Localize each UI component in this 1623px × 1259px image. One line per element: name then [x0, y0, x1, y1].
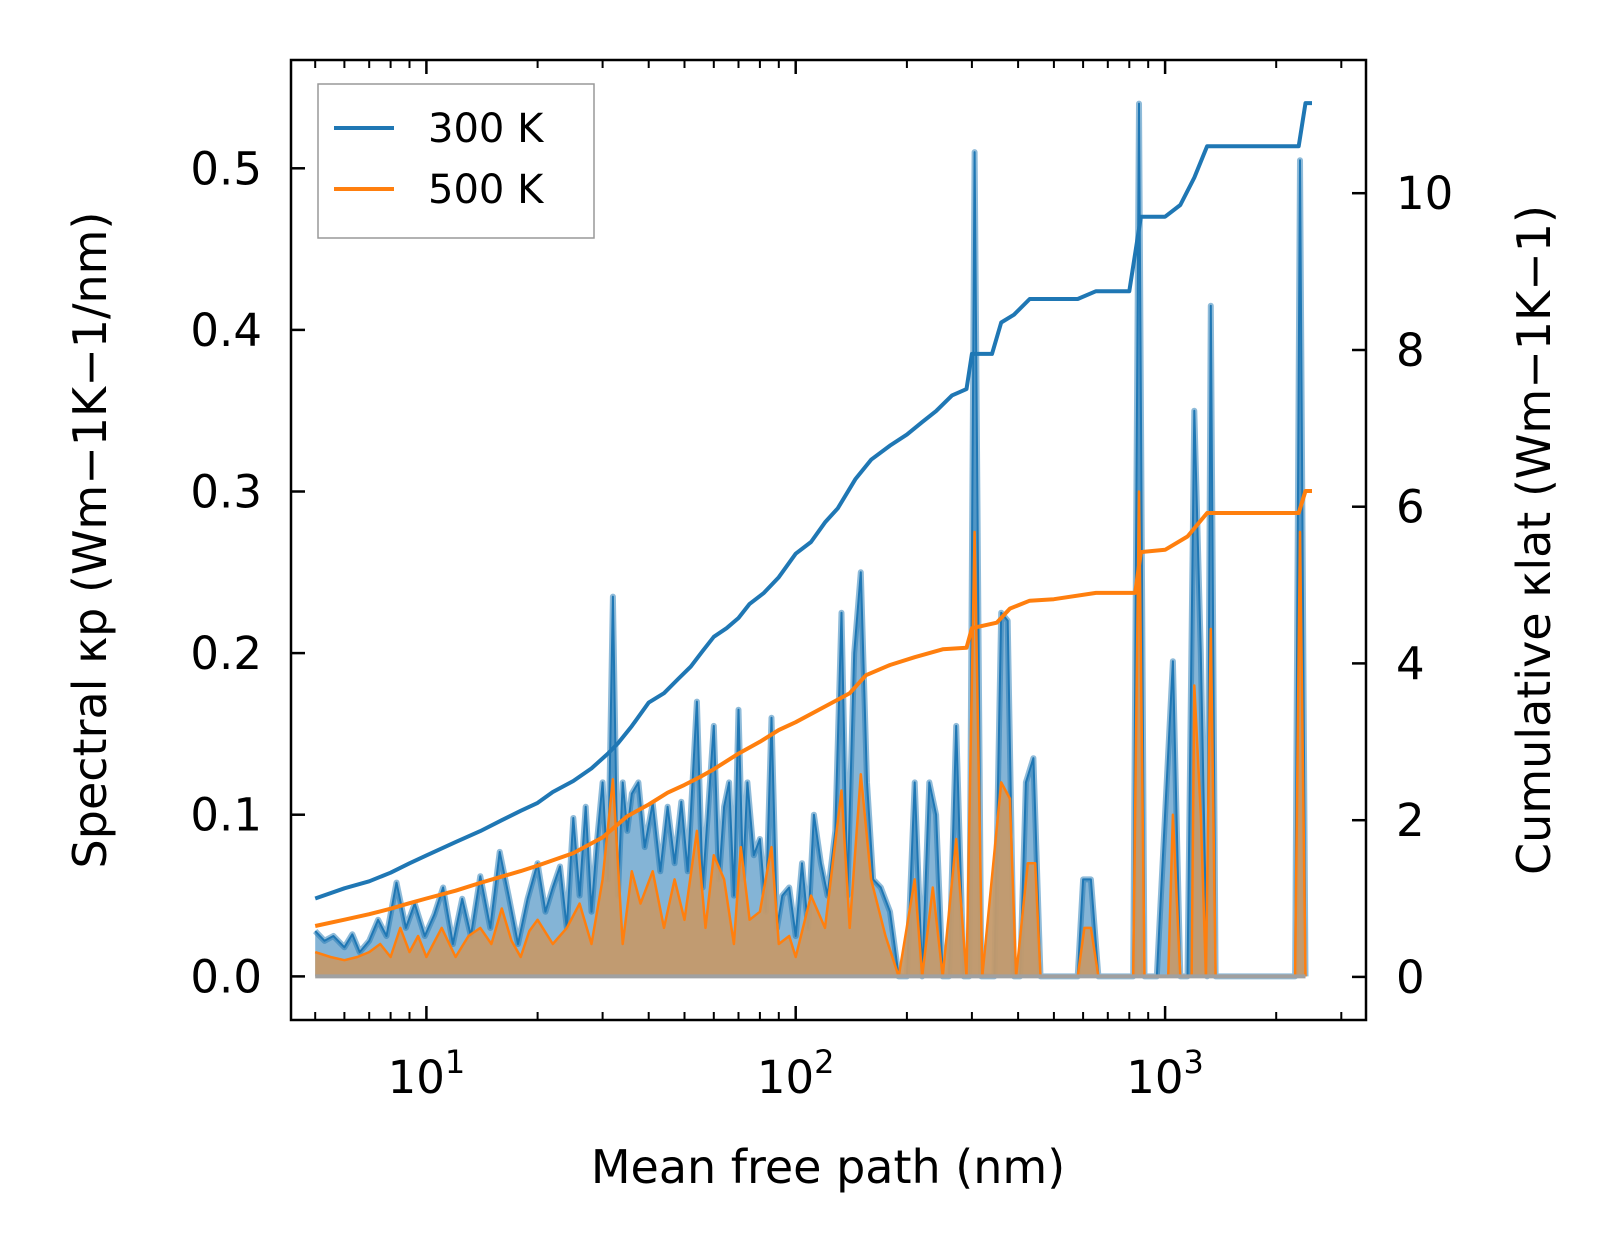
legend-label-500k: 500 K	[428, 167, 545, 213]
right-y-tick-label: 2	[1396, 794, 1425, 847]
left-y-tick-label: 0.1	[190, 789, 262, 842]
right-y-tick-label: 4	[1396, 637, 1425, 690]
axis-ticks	[291, 60, 1366, 1020]
legend: 300 K 500 K	[317, 83, 595, 239]
x-tick-label: 102	[757, 1043, 835, 1104]
x-tick-label: 101	[388, 1043, 466, 1104]
left-y-tick-label: 0.5	[190, 142, 262, 195]
spectral-500k-series	[314, 490, 1307, 979]
x-axis-label: Mean free path (nm)	[591, 1140, 1065, 1194]
x-tick-label: 103	[1126, 1043, 1204, 1104]
x-tick-label-exponent: 1	[445, 1043, 465, 1081]
right-y-tick-label: 0	[1396, 951, 1425, 1004]
cumulative-300k-line	[314, 101, 1312, 901]
x-tick-label-base: 10	[388, 1051, 445, 1104]
right-y-axis-label: Cumulative κlat (Wm−1K−1)	[1507, 205, 1561, 875]
left-y-tick-label: 0.4	[190, 304, 262, 357]
plot-frame	[289, 58, 1368, 1022]
left-y-tick-label: 0.0	[190, 950, 262, 1003]
right-y-tick-label: 8	[1396, 324, 1425, 377]
cumulative-500k-line	[314, 489, 1312, 928]
left-y-tick-label: 0.2	[190, 627, 262, 680]
x-tick-label-base: 10	[1126, 1051, 1183, 1104]
cumulative-series	[314, 101, 1312, 928]
left-y-tick-label: 0.3	[190, 466, 262, 519]
right-y-tick-label: 6	[1396, 481, 1425, 534]
x-tick-label-exponent: 3	[1184, 1043, 1204, 1081]
right-y-tick-label: 10	[1396, 167, 1453, 220]
x-tick-label-base: 10	[757, 1051, 814, 1104]
legend-label-300k: 300 K	[428, 106, 545, 152]
left-y-axis-label: Spectral κp (Wm−1K−1/nm)	[63, 212, 117, 869]
legend-box	[317, 83, 595, 239]
x-tick-label-exponent: 2	[814, 1043, 834, 1081]
